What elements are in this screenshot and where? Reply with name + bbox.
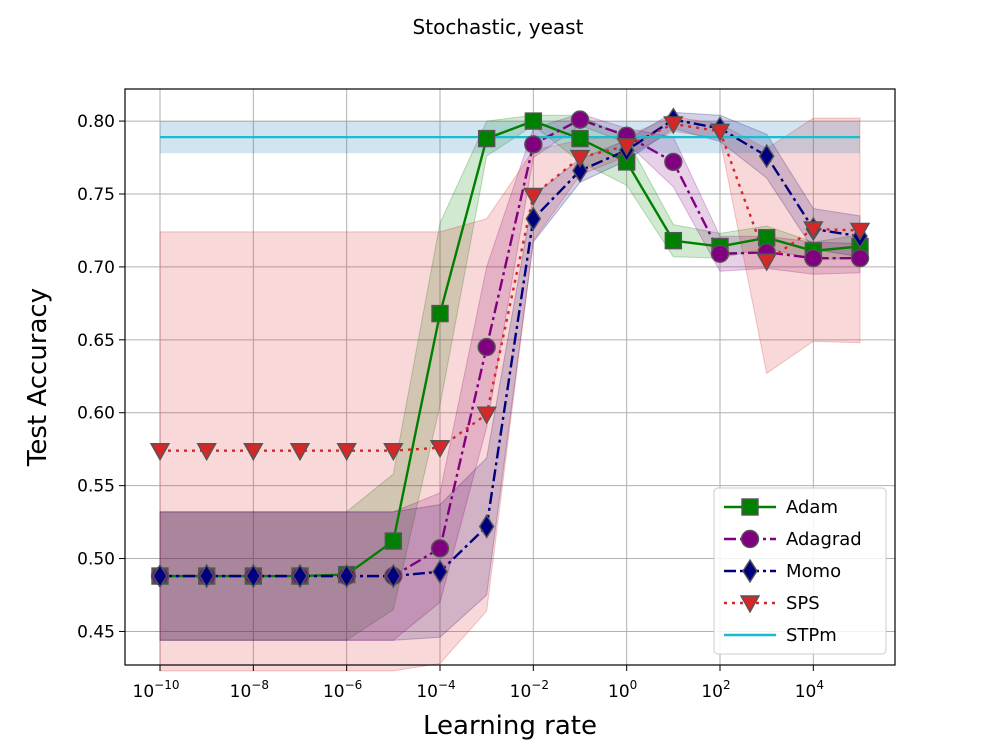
sps-point <box>663 116 684 135</box>
sps-point <box>849 222 871 241</box>
legend-box <box>713 487 887 655</box>
adam-point <box>571 129 589 148</box>
sps-point <box>149 442 171 462</box>
y-axis-ticks: 0.45 0.50 0.55 0.60 0.65 0.70 0.75 0.80 <box>77 112 125 642</box>
x-tick-label: 10−4 <box>416 678 455 702</box>
momo-point <box>245 563 262 589</box>
plot-frame <box>124 88 896 666</box>
series-lines <box>160 118 861 578</box>
x-tick-label: 100 <box>608 678 637 702</box>
y-axis-label: Test Accuracy <box>23 288 53 467</box>
adagrad-point <box>664 152 683 172</box>
sps-point <box>523 187 544 206</box>
x-tick-exponent: 2 <box>723 678 731 692</box>
adagrad-point <box>850 248 870 268</box>
adagrad-point <box>570 110 590 129</box>
legend: Adam Adagrad Momo SPS STPm <box>713 487 887 655</box>
x-tick-base: 10 <box>701 682 723 702</box>
sps-point <box>243 442 264 462</box>
sps-point <box>383 442 404 462</box>
sps-point <box>429 440 451 459</box>
adam-point <box>664 231 683 250</box>
sps-point <box>803 221 824 240</box>
x-tick-base: 10 <box>230 682 252 702</box>
momo-point <box>758 143 775 169</box>
x-tick-base: 10 <box>608 682 630 702</box>
momo-point <box>525 206 542 232</box>
adagrad-point <box>430 539 450 558</box>
x-tick-base: 10 <box>323 682 345 702</box>
adam-point <box>384 532 403 550</box>
chart-title: Stochastic, yeast <box>413 15 584 39</box>
x-tick-exponent: −8 <box>251 678 269 692</box>
sps-point <box>289 442 311 462</box>
momo-point <box>572 158 588 183</box>
y-tick-label: 0.60 <box>77 404 115 424</box>
sps-point <box>196 442 217 462</box>
sps-band <box>159 116 861 672</box>
legend-momo-label: Momo <box>786 561 841 582</box>
legend-adam-marker <box>741 498 759 516</box>
y-tick-label: 0.50 <box>77 550 115 570</box>
legend-sps-label: SPS <box>786 593 820 614</box>
x-tick-label: 10−6 <box>323 678 362 702</box>
x-axis-label: Learning rate <box>423 711 597 741</box>
x-tick-label: 102 <box>701 678 730 702</box>
momo-point <box>385 563 402 589</box>
sps-point <box>336 442 357 462</box>
sps-point <box>756 253 777 272</box>
momo-point <box>432 559 448 584</box>
momo-point <box>152 563 168 589</box>
x-tick-exponent: 4 <box>816 678 824 692</box>
x-tick-label: 10−2 <box>510 678 549 702</box>
series-markers <box>149 107 871 589</box>
y-tick-label: 0.55 <box>77 477 115 497</box>
adam-point <box>524 112 543 130</box>
x-tick-label: 10−8 <box>230 678 269 702</box>
adagrad-point <box>524 135 543 154</box>
momo-point <box>198 563 215 589</box>
x-tick-base: 10 <box>510 682 532 702</box>
momo-line <box>160 118 861 578</box>
x-tick-exponent: −6 <box>345 678 363 692</box>
sps-point <box>616 138 637 157</box>
legend-adagrad-label: Adagrad <box>786 529 862 550</box>
x-tick-base: 10 <box>795 682 817 702</box>
y-tick-label: 0.45 <box>77 622 115 642</box>
y-tick-label: 0.80 <box>77 112 115 132</box>
legend-adam-label: Adam <box>786 497 838 518</box>
y-tick-label: 0.75 <box>77 185 115 205</box>
adagrad-band <box>159 113 861 641</box>
legend-sps-marker <box>739 595 761 614</box>
adam-point <box>431 304 449 323</box>
adagrad-point <box>710 244 730 263</box>
x-tick-exponent: 0 <box>630 678 638 692</box>
sps-point <box>569 149 591 168</box>
x-tick-exponent: −4 <box>438 678 456 692</box>
legend-adagrad-marker <box>740 529 760 549</box>
legend-momo-marker <box>742 558 758 584</box>
y-tick-label: 0.65 <box>77 331 115 351</box>
sps-point <box>476 406 497 425</box>
adam-point <box>477 129 496 148</box>
x-tick-base: 10 <box>133 682 155 702</box>
legend-stpm-label: STPm <box>786 625 837 646</box>
x-tick-label: 104 <box>795 678 824 702</box>
momo-point <box>338 563 355 589</box>
sps-line <box>160 122 861 452</box>
x-tick-exponent: −2 <box>531 678 549 692</box>
adagrad-point <box>477 337 496 357</box>
adagrad-point <box>804 248 823 268</box>
momo-point <box>478 514 495 539</box>
momo-point <box>292 563 308 589</box>
x-tick-base: 10 <box>416 682 438 702</box>
sps-point <box>709 123 731 142</box>
x-axis-ticks: 10−10 10−8 10−6 10−4 10−2 100 102 104 <box>133 665 824 702</box>
y-tick-label: 0.70 <box>77 258 115 278</box>
x-tick-label: 10−10 <box>133 678 180 702</box>
x-tick-exponent: −10 <box>154 678 179 692</box>
